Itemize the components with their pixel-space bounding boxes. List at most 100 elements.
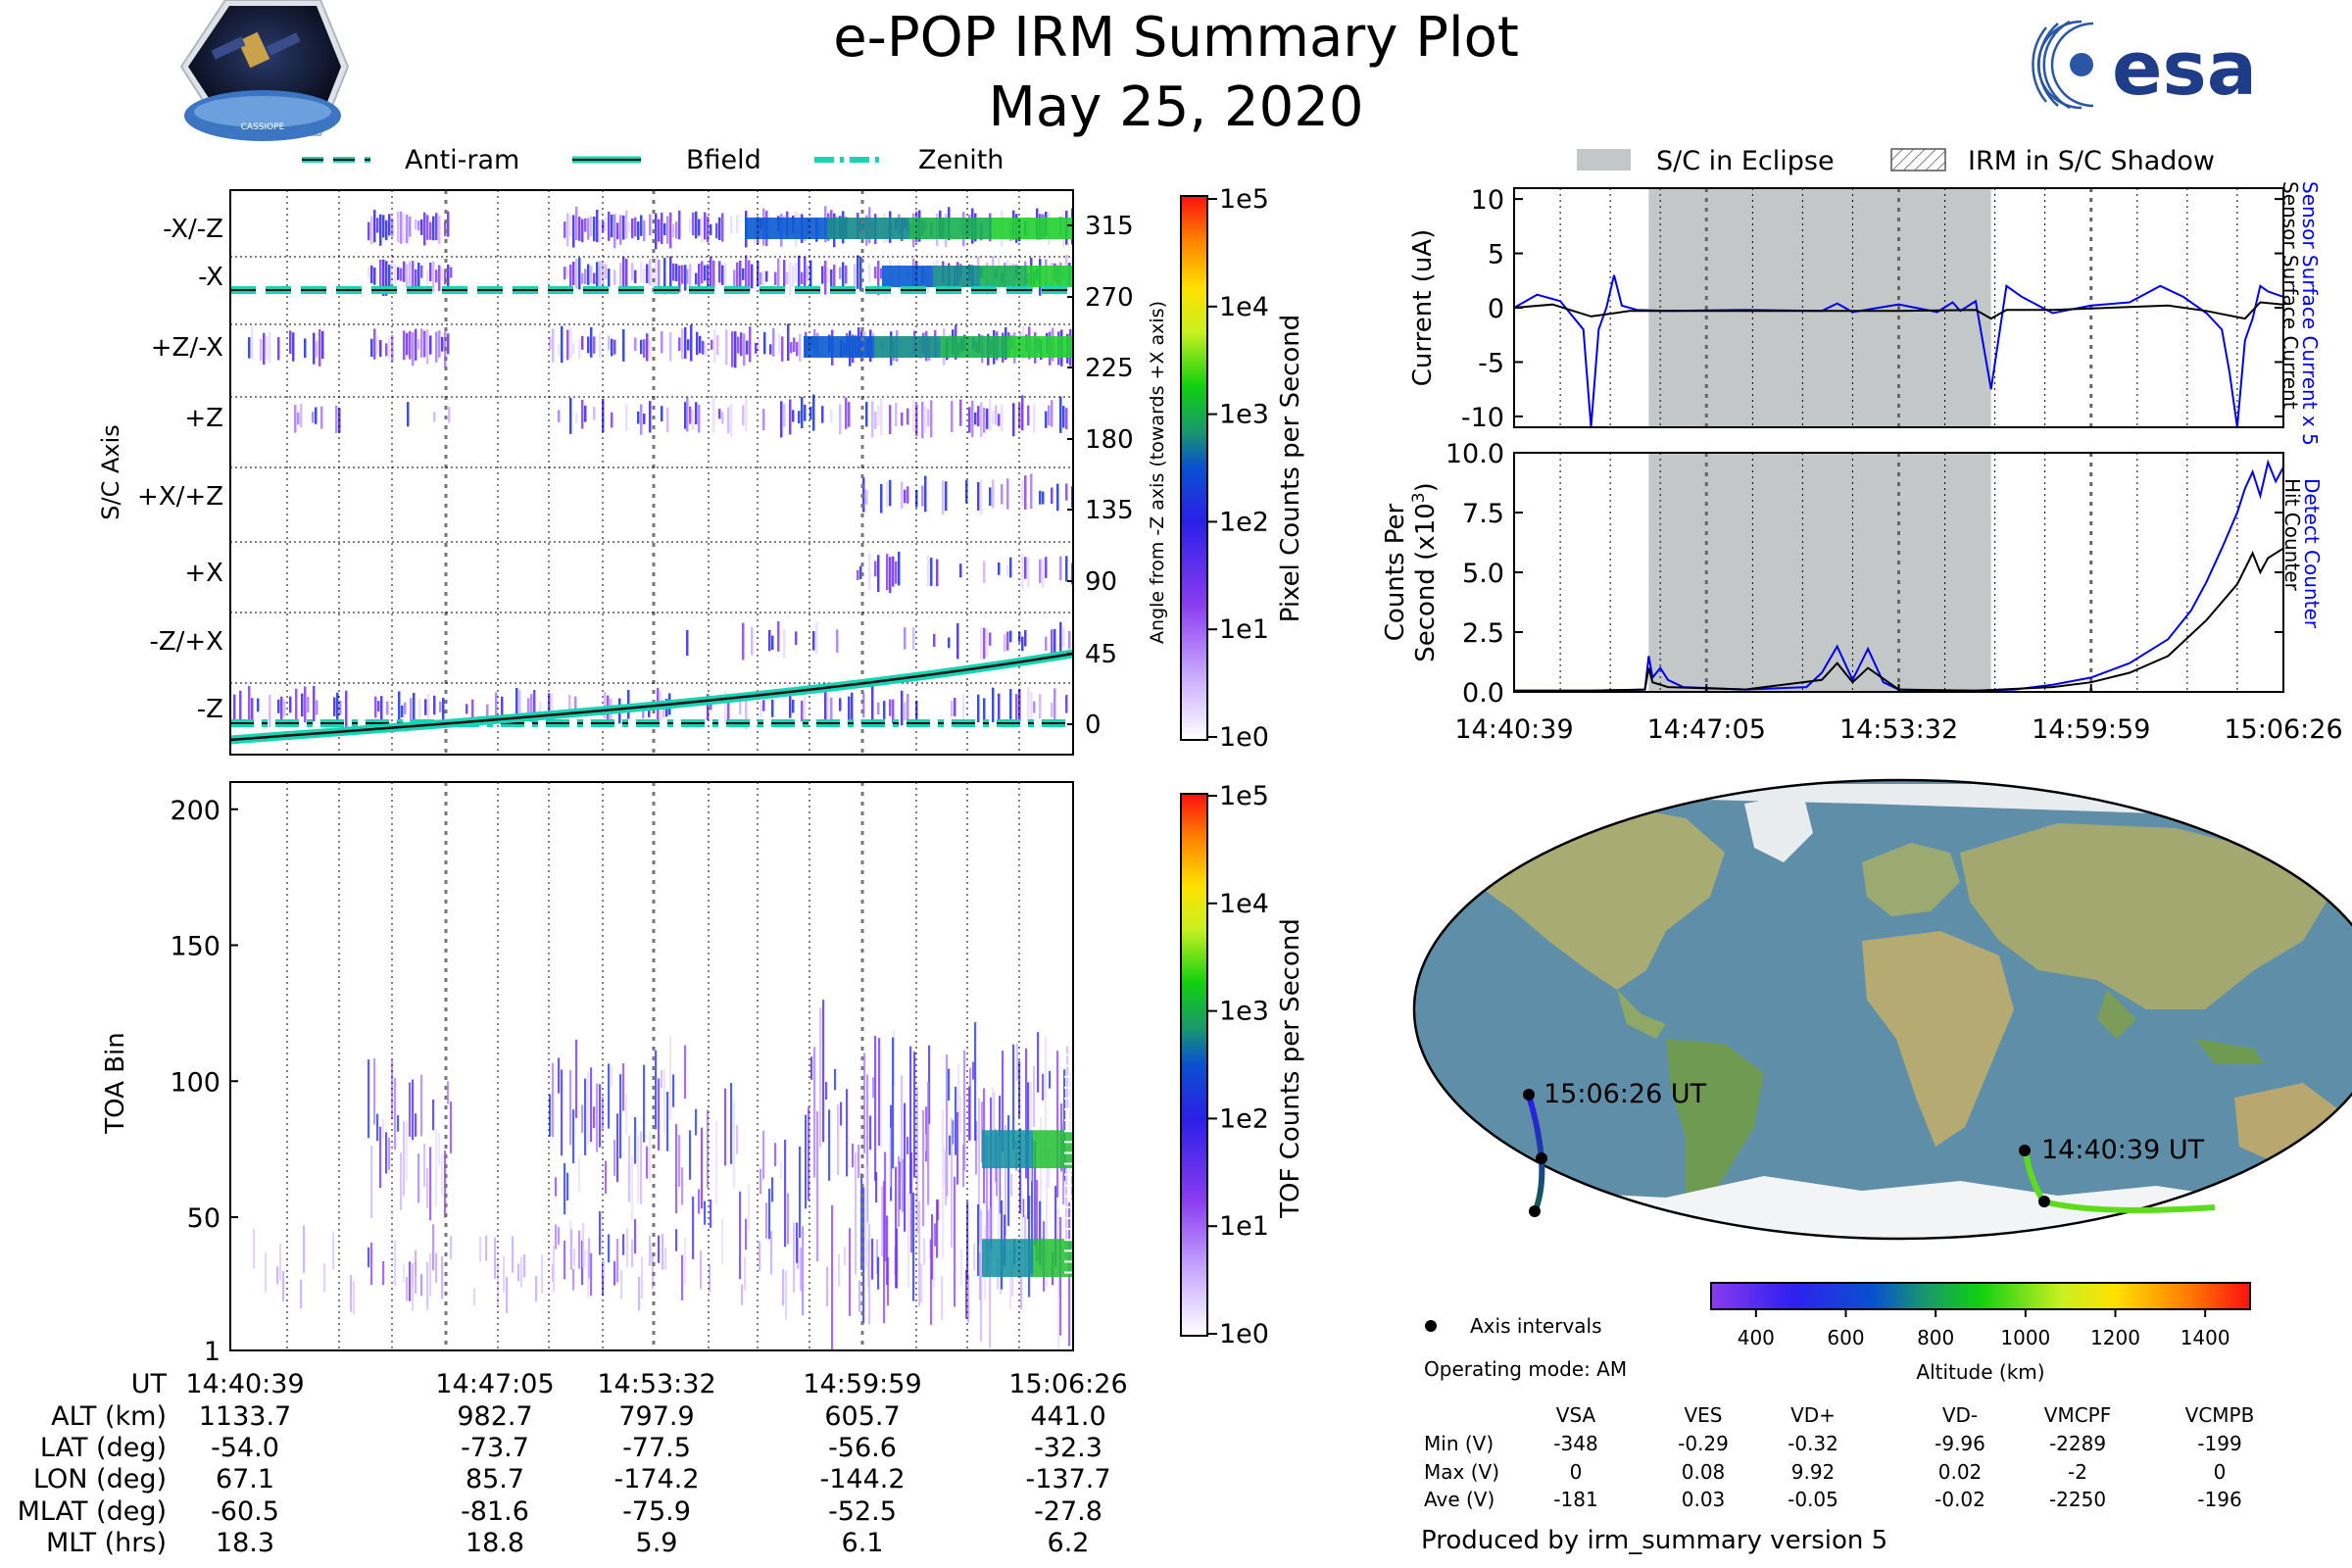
legend-bfield: Bfield (686, 145, 761, 175)
pixel-streak (248, 685, 251, 722)
pixel-streak (783, 403, 786, 427)
toa-streak (666, 1092, 669, 1152)
toa-dense-band (1029, 1239, 1033, 1278)
pixel-streak (889, 405, 892, 435)
time-table-cell: 1133.7 (199, 1401, 291, 1432)
pixel-streak (426, 215, 429, 240)
toa-streak (429, 1147, 432, 1221)
pixel-band (956, 218, 960, 239)
toa-streak (883, 1181, 886, 1324)
pixel-streak (1045, 636, 1048, 652)
pixel-streak (760, 702, 762, 717)
pixel-streak (403, 213, 406, 243)
toa-streak (409, 1082, 412, 1137)
toa-streak (549, 1094, 552, 1137)
pixel-streak (792, 265, 795, 286)
pixel-streak (380, 696, 383, 726)
pixel-streak (675, 264, 678, 282)
pixel-streak (930, 558, 933, 586)
toa-streak (652, 1252, 655, 1290)
pixel-band (953, 218, 956, 239)
pixel-streak (415, 219, 417, 230)
pixel-streak (1001, 404, 1004, 432)
pixel-streak (643, 220, 646, 242)
pixel-streak (712, 260, 715, 289)
toa-edge-mark (1064, 966, 1073, 969)
toa-streak (566, 1172, 569, 1200)
pixel-streak (669, 212, 672, 249)
toa-streak (684, 1237, 687, 1285)
toa-streak (450, 1102, 453, 1153)
pixel-streak (376, 218, 379, 233)
toa-streak (909, 1046, 912, 1195)
pixel-band (764, 218, 768, 239)
pixel-streak (763, 331, 766, 355)
pixel-streak (698, 404, 701, 433)
pixel-streak (527, 698, 530, 721)
pixel-streak (515, 688, 518, 724)
toa-streak (739, 1191, 742, 1280)
y-tick-label: 5.0 (1462, 559, 1504, 589)
pixel-band (862, 218, 866, 239)
pixel-streak (739, 693, 742, 715)
pixel-streak (865, 489, 868, 505)
pixel-streak (530, 694, 533, 722)
pixel-streak (613, 270, 616, 285)
pixel-streak (662, 701, 665, 718)
toa-streak (564, 1240, 566, 1280)
pixel-band (1027, 336, 1031, 358)
pixel-band (1066, 336, 1070, 358)
pixel-band (1027, 218, 1031, 239)
pixel-band (1058, 266, 1062, 287)
toa-streak (643, 1064, 646, 1143)
toa-streak (922, 1109, 925, 1227)
toa-dense-band (990, 1239, 994, 1278)
sc-axis-row-label: +Z/-X (151, 333, 223, 363)
toa-heatmap (253, 923, 1073, 1350)
toa-edge-mark (1064, 1162, 1073, 1165)
altitude-tick-label: 1200 (2090, 1326, 2140, 1349)
pixel-streak (721, 412, 724, 424)
pixel-band (1070, 218, 1073, 239)
toa-streak (1056, 1051, 1059, 1198)
toa-streak (785, 1270, 788, 1320)
pixel-streak (426, 329, 429, 365)
pixel-streak (382, 259, 385, 296)
pixel-band (1004, 266, 1007, 287)
sc-axis-angle-label: 270 (1085, 283, 1134, 313)
pixel-streak (695, 272, 698, 285)
toa-streak (370, 1242, 373, 1286)
toa-dense-band (994, 1239, 998, 1278)
pixel-streak (921, 485, 924, 507)
pixel-streak (661, 213, 663, 244)
sc-axis-angle-label: 135 (1085, 496, 1134, 525)
toa-streak (962, 1144, 965, 1188)
pixel-streak (886, 481, 889, 509)
toa-streak (379, 1126, 382, 1189)
pixel-streak (533, 690, 536, 722)
toa-streak (912, 1192, 915, 1301)
pixel-streak (574, 696, 577, 714)
toa-streak (760, 1168, 762, 1195)
map-start-label: 14:40:39 UT (2041, 1135, 2205, 1165)
pixel-streak (772, 327, 775, 357)
toa-dense-band (1060, 1239, 1064, 1278)
pixel-streak (983, 561, 986, 583)
toa-dense-band (1068, 1130, 1072, 1169)
pixel-streak (316, 700, 318, 715)
toa-streak (572, 1268, 575, 1291)
pixel-streak (599, 332, 602, 359)
pixel-band (866, 336, 870, 358)
pixel-band (823, 218, 827, 239)
pixel-streak (297, 412, 300, 425)
pixel-streak (804, 688, 807, 723)
pixel-streak (783, 260, 786, 287)
pixel-band (1058, 336, 1062, 358)
toa-streak (479, 1236, 482, 1262)
pixel-band (1015, 266, 1019, 287)
toa-streak (904, 1102, 906, 1232)
pixel-band (1062, 266, 1066, 287)
time-table-cell: 15:06:26 (1008, 1369, 1127, 1399)
pixel-streak (433, 695, 436, 715)
pixel-streak (751, 626, 754, 656)
